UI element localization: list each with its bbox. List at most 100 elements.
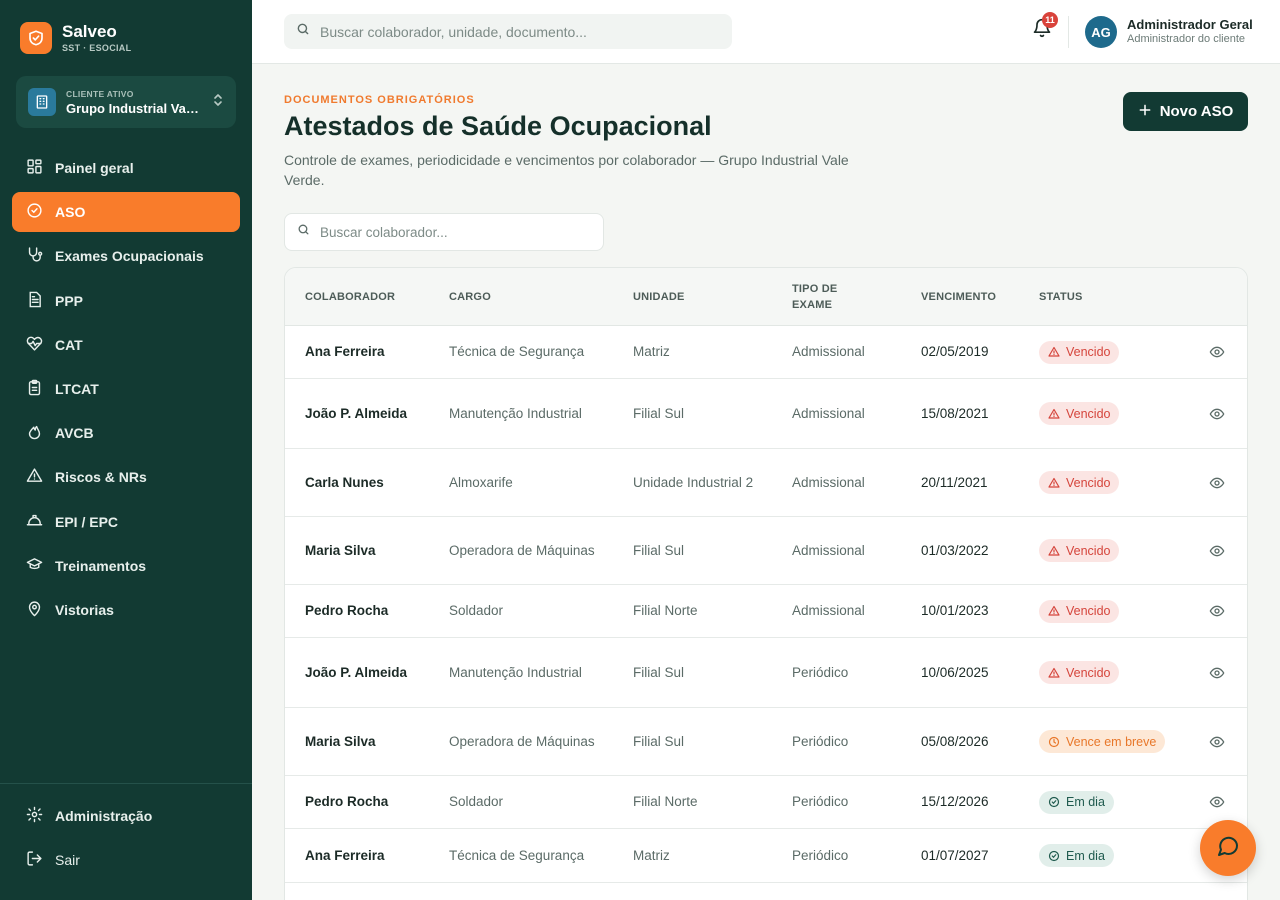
heart-pulse-icon [26,335,43,355]
view-eye-icon[interactable] [1209,603,1225,619]
cell-vencimento: 10/06/2025 [921,664,989,680]
nav-label: AVCB [55,425,94,442]
nav-item-ppp[interactable]: PPP [12,281,240,321]
th-status[interactable]: STATUS [1039,291,1083,303]
global-search-input[interactable] [320,23,720,40]
file-text-icon [26,291,43,311]
table-row[interactable]: Maria Silva Operadora de Máquinas Filial S… [285,517,1247,585]
cell-colaborador: Pedro Rocha [305,603,389,618]
cell-colaborador: Carla Nunes [305,474,384,490]
nav-item-avcb[interactable]: AVCB [12,413,240,453]
graduation-cap-icon [26,556,43,576]
nav-label: Vistorias [55,601,114,618]
clock-icon [1048,736,1060,748]
notifications-button[interactable]: 11 [1032,12,1058,40]
cell-status: Vencido [1039,326,1189,378]
cell-tipo-exame: Admissional [792,344,865,359]
status-label: Vencido [1066,665,1111,680]
table-row[interactable]: Pedro Rocha Soldador Filial Norte Admission… [285,585,1247,638]
view-eye-icon[interactable] [1209,475,1225,491]
cell-vencimento: 20/11/2021 [921,474,988,490]
aso-table: COLABORADOR CARGO UNIDADE TIPO DE EXAME … [284,267,1248,900]
status-label: Em dia [1066,848,1105,863]
shield-check-icon [26,202,43,222]
status-badge: Vencido [1039,599,1120,623]
cell-colaborador: Pedro Rocha [305,794,389,809]
cell-unidade: Matriz [633,847,670,863]
table-row[interactable]: João P. Almeida Manutenção Industrial Fili… [285,379,1247,449]
cell-unidade: Unidade Industrial 2 [633,474,754,490]
cell-cargo: Soldador [449,794,504,809]
table-search[interactable] [284,213,604,251]
sidebar: Salveo SST · ESOCIAL CLIENTE ATIVO Grupo… [0,0,252,900]
cell-status: Vencido [1039,585,1189,637]
grid-icon [26,158,43,178]
nav-item-exames-ocupacionais[interactable]: Exames Ocupacionais [12,236,240,276]
top-header: 11 AG Administrador Geral Administrador … [252,0,1280,64]
user-role: Administrador do cliente [1127,33,1246,45]
brand[interactable]: Salveo SST · ESOCIAL [20,22,131,54]
status-label: Vencido [1066,345,1111,359]
cell-cargo: Manutenção Industrial [449,664,582,680]
cell-tipo-exame: Periódico [792,794,849,809]
nav-label: EPI / EPC [55,513,119,530]
nav-item-riscos-nrs[interactable]: Riscos & NRs [12,457,240,497]
cell-tipo-exame: Admissional [792,474,865,490]
nav-label: CAT [55,336,83,353]
view-eye-icon[interactable] [1209,665,1225,681]
nav-item-administracao[interactable]: Administração [12,796,240,836]
search-icon [297,223,310,241]
nav-item-epi-epc[interactable]: EPI / EPC [12,502,240,542]
status-badge: Vencido [1039,539,1120,562]
cell-cargo: Soldador [449,603,504,618]
nav-item-ltcat[interactable]: LTCAT [12,369,240,409]
table-row[interactable]: Maria Silva Operadora de Máquinas Filial S… [285,708,1247,776]
nav-label: Riscos & NRs [55,469,147,486]
th-tipo-exame[interactable]: TIPO DE EXAME [792,283,838,311]
nav-item-aso[interactable]: ASO [12,192,240,233]
view-eye-icon[interactable] [1209,344,1225,360]
hard-hat-icon [26,512,43,532]
map-pin-icon [26,600,43,620]
client-selector[interactable]: CLIENTE ATIVO Grupo Industrial Vale Verd… [16,76,236,128]
table-row[interactable]: Pedro Rocha Soldador Filial Norte Periódico… [285,776,1247,829]
new-aso-button[interactable]: Novo ASO [1123,92,1248,131]
cell-tipo-exame: Admissional [792,603,865,618]
view-eye-icon[interactable] [1209,406,1225,422]
status-badge: Vencido [1039,340,1120,364]
avatar[interactable]: AG [1085,16,1117,48]
view-eye-icon[interactable] [1209,734,1225,750]
table-row[interactable]: Carla Nunes Almoxarife Unidade Industrial … [285,449,1247,517]
global-search[interactable] [284,14,732,49]
th-vencimento[interactable]: VENCIMENTO [921,291,997,303]
warning-icon [1048,667,1060,679]
cell-colaborador: Ana Ferreira [305,847,385,863]
cell-status: Em dia [1039,776,1189,828]
th-colaborador[interactable]: COLABORADOR [305,291,396,303]
nav-item-painel-geral[interactable]: Painel geral [12,148,240,188]
status-badge: Vencido [1039,661,1120,684]
status-badge: Vence em breve [1039,730,1166,753]
table-row[interactable]: Ana Ferreira Técnica de Segurança Matriz Pe… [285,829,1247,883]
table-search-input[interactable] [320,224,591,240]
nav-label: Administração [55,808,153,824]
sidebar-footer: Administração Sair [12,796,240,884]
cell-vencimento: 01/03/2022 [921,542,989,558]
table-row[interactable]: João P. Almeida Manutenção Industrial Fili… [285,638,1247,708]
page-title: Atestados de Saúde Ocupacional [284,111,712,141]
chat-button[interactable] [1200,820,1256,876]
table-body: Ana Ferreira Técnica de Segurança Matriz Ad… [285,326,1247,883]
th-cargo[interactable]: CARGO [449,291,491,303]
cell-actions [1209,379,1229,448]
table-row[interactable]: Ana Ferreira Técnica de Segurança Matriz Ad… [285,326,1247,379]
user-name[interactable]: Administrador Geral [1127,17,1253,32]
nav-item-vistorias[interactable]: Vistorias [12,590,240,630]
th-unidade[interactable]: UNIDADE [633,291,685,303]
nav-item-treinamentos[interactable]: Treinamentos [12,546,240,586]
logout-button[interactable]: Sair [12,840,240,880]
nav-item-cat[interactable]: CAT [12,325,240,365]
cell-vencimento: 10/01/2023 [921,603,989,618]
search-icon [296,22,310,41]
view-eye-icon[interactable] [1209,794,1225,810]
view-eye-icon[interactable] [1209,543,1225,559]
